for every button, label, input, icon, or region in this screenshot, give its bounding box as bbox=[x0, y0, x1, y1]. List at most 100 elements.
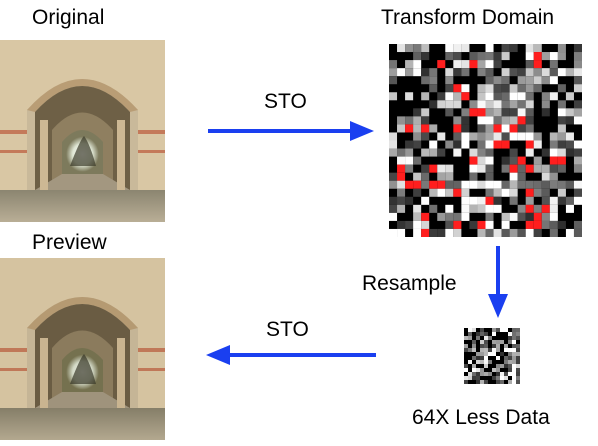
sample-cell bbox=[477, 132, 486, 141]
resampled-cell bbox=[468, 360, 472, 364]
resampled-cell bbox=[492, 352, 496, 356]
sample-cell bbox=[469, 100, 478, 109]
resampled-cell bbox=[508, 360, 512, 364]
resampled-cell bbox=[516, 364, 520, 368]
sample-cell bbox=[413, 204, 422, 213]
resampled-cell bbox=[480, 368, 484, 372]
sample-cell bbox=[525, 148, 534, 157]
sample-cell bbox=[477, 204, 486, 213]
sample-cell bbox=[573, 68, 582, 77]
resample-arrow bbox=[488, 246, 508, 318]
sample-cell bbox=[549, 212, 558, 221]
sample-cell bbox=[485, 44, 494, 53]
resampled-cell bbox=[508, 336, 512, 340]
sample-cell bbox=[565, 116, 574, 125]
sample-cell bbox=[565, 108, 574, 117]
sample-cell bbox=[389, 212, 398, 221]
sample-cell bbox=[525, 212, 534, 221]
sample-cell bbox=[509, 68, 518, 77]
sample-cell bbox=[541, 180, 550, 189]
sample-cell bbox=[493, 116, 502, 125]
sample-cell bbox=[429, 84, 438, 93]
sample-cell bbox=[493, 108, 502, 117]
sample-cell bbox=[445, 52, 454, 61]
sample-cell bbox=[525, 140, 534, 149]
resampled-cell bbox=[512, 340, 516, 344]
sample-cell bbox=[541, 172, 550, 181]
sample-cell bbox=[533, 212, 542, 221]
sto-backward-arrow bbox=[206, 345, 376, 365]
sample-cell bbox=[413, 220, 422, 229]
sample-cell bbox=[549, 68, 558, 77]
sample-cell bbox=[405, 180, 414, 189]
sample-cell bbox=[517, 212, 526, 221]
resampled-cell bbox=[516, 380, 520, 384]
sample-cell bbox=[525, 108, 534, 117]
sample-cell bbox=[461, 92, 470, 101]
sample-cell bbox=[429, 180, 438, 189]
resampled-cell bbox=[496, 364, 500, 368]
sample-cell bbox=[421, 172, 430, 181]
sample-cell bbox=[389, 148, 398, 157]
sample-cell bbox=[437, 92, 446, 101]
resampled-cell bbox=[516, 376, 520, 380]
sample-cell bbox=[549, 148, 558, 157]
resampled-cell bbox=[480, 352, 484, 356]
sample-cell bbox=[429, 164, 438, 173]
resampled-cell bbox=[472, 376, 476, 380]
resampled-cell bbox=[468, 328, 472, 332]
sample-cell bbox=[557, 140, 566, 149]
sample-cell bbox=[461, 140, 470, 149]
sample-cell bbox=[565, 180, 574, 189]
sample-cell bbox=[557, 116, 566, 125]
sample-cell bbox=[533, 140, 542, 149]
resampled-cell bbox=[476, 380, 480, 384]
coefficient-grid-icon bbox=[389, 44, 582, 237]
sample-cell bbox=[509, 228, 518, 237]
sample-cell bbox=[565, 228, 574, 237]
sample-cell bbox=[557, 44, 566, 53]
resampled-cell bbox=[512, 356, 516, 360]
resampled-cell bbox=[484, 372, 488, 376]
original-title: Original bbox=[32, 6, 105, 29]
sample-cell bbox=[445, 108, 454, 117]
sample-cell bbox=[477, 84, 486, 93]
sample-cell bbox=[517, 204, 526, 213]
resampled-cell bbox=[484, 380, 488, 384]
sample-cell bbox=[453, 180, 462, 189]
sample-cell bbox=[557, 148, 566, 157]
sample-cell bbox=[413, 68, 422, 77]
sample-cell bbox=[509, 148, 518, 157]
sample-cell bbox=[533, 68, 542, 77]
sample-cell bbox=[517, 156, 526, 165]
sample-cell bbox=[429, 148, 438, 157]
sample-cell bbox=[445, 100, 454, 109]
resampled-cell bbox=[500, 380, 504, 384]
sample-cell bbox=[549, 220, 558, 229]
sample-cell bbox=[541, 148, 550, 157]
sample-cell bbox=[469, 108, 478, 117]
sample-cell bbox=[453, 84, 462, 93]
sample-cell bbox=[549, 132, 558, 141]
sample-cell bbox=[469, 172, 478, 181]
sample-cell bbox=[493, 60, 502, 69]
sample-cell bbox=[485, 148, 494, 157]
sample-cell bbox=[517, 76, 526, 85]
sample-cell bbox=[549, 164, 558, 173]
sample-cell bbox=[525, 116, 534, 125]
sample-cell bbox=[533, 164, 542, 173]
resampled-cell bbox=[496, 328, 500, 332]
sample-cell bbox=[453, 140, 462, 149]
sample-cell bbox=[485, 212, 494, 221]
sample-cell bbox=[389, 180, 398, 189]
sample-cell bbox=[501, 188, 510, 197]
preview-title: Preview bbox=[32, 231, 107, 254]
sample-cell bbox=[453, 52, 462, 61]
sample-cell bbox=[541, 92, 550, 101]
sample-cell bbox=[437, 188, 446, 197]
sample-cell bbox=[573, 116, 582, 125]
sample-cell bbox=[461, 212, 470, 221]
sample-cell bbox=[469, 180, 478, 189]
sample-cell bbox=[517, 172, 526, 181]
original-image bbox=[0, 40, 165, 222]
